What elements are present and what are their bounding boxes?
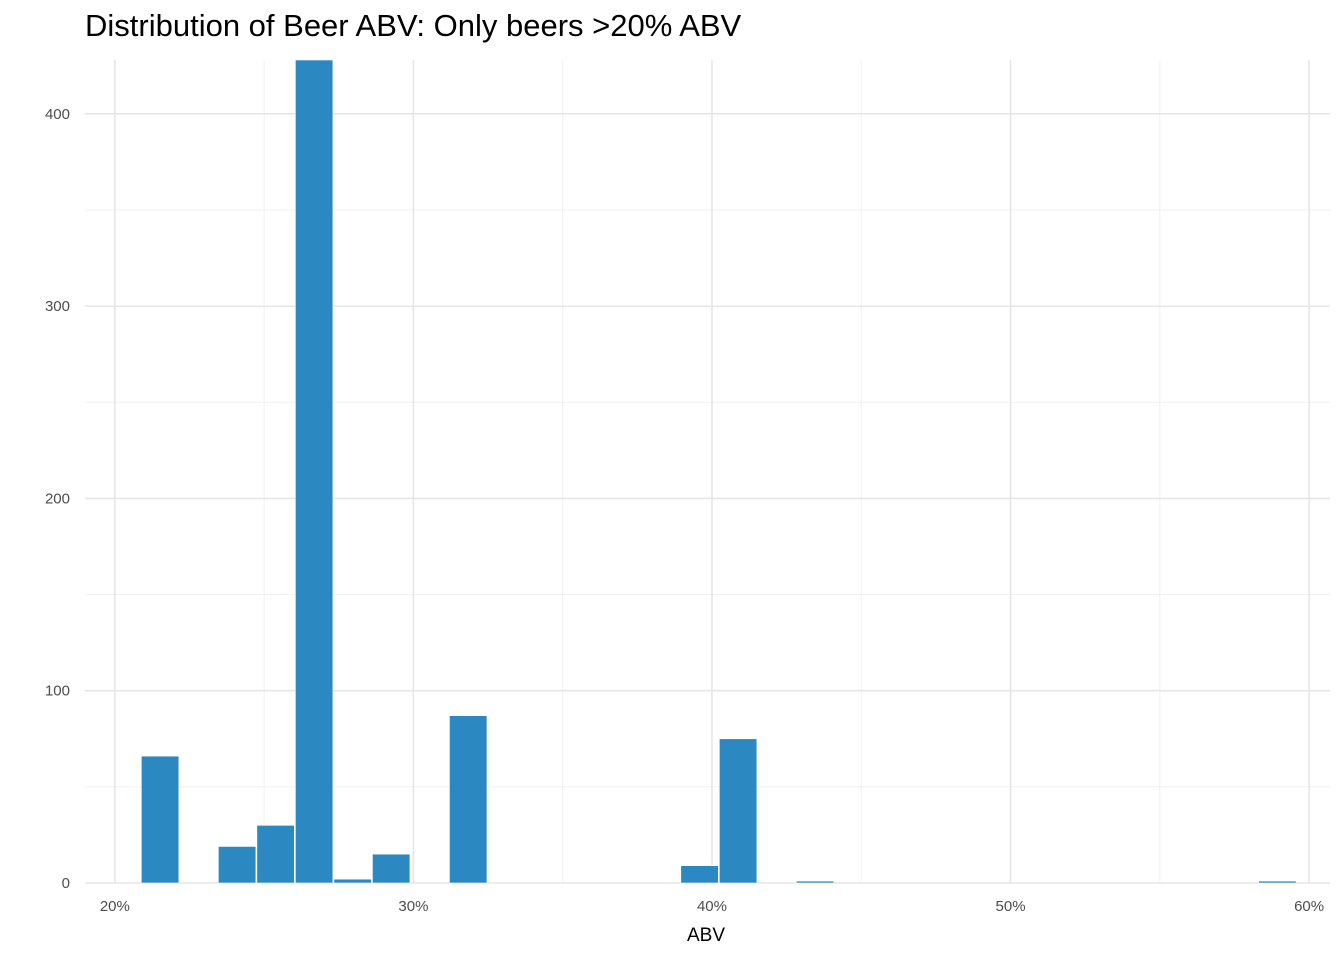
histogram-bar — [333, 878, 372, 884]
histogram-bar — [372, 853, 411, 884]
x-tick-label: 40% — [697, 898, 727, 915]
x-tick-label: 60% — [1294, 898, 1324, 915]
y-tick-label: 0 — [62, 875, 70, 892]
histogram-bar — [719, 738, 758, 884]
x-axis-tick-labels: 20% 30% 40% 50% 60% — [100, 898, 1324, 915]
x-tick-label: 50% — [996, 898, 1026, 915]
histogram-bar — [449, 715, 488, 884]
y-tick-label: 300 — [45, 298, 70, 315]
histogram-bar — [796, 880, 835, 884]
histogram-bar — [295, 59, 334, 884]
y-tick-label: 100 — [45, 683, 70, 700]
major-gridlines — [85, 60, 1330, 884]
histogram-bars — [141, 59, 1297, 884]
y-tick-label: 200 — [45, 490, 70, 507]
histogram-bar — [1258, 880, 1297, 884]
histogram-bar — [141, 755, 180, 884]
x-tick-label: 30% — [398, 898, 428, 915]
x-tick-label: 20% — [100, 898, 130, 915]
x-axis-title: ABV — [687, 925, 725, 946]
y-axis-tick-labels: 0 100 200 300 400 — [45, 106, 70, 892]
histogram-bar — [218, 846, 257, 884]
y-tick-label: 400 — [45, 106, 70, 123]
histogram-bar — [680, 865, 719, 884]
chart-title: Distribution of Beer ABV: Only beers >20… — [85, 8, 742, 43]
histogram-bar — [256, 825, 295, 884]
minor-gridlines — [85, 60, 1330, 883]
